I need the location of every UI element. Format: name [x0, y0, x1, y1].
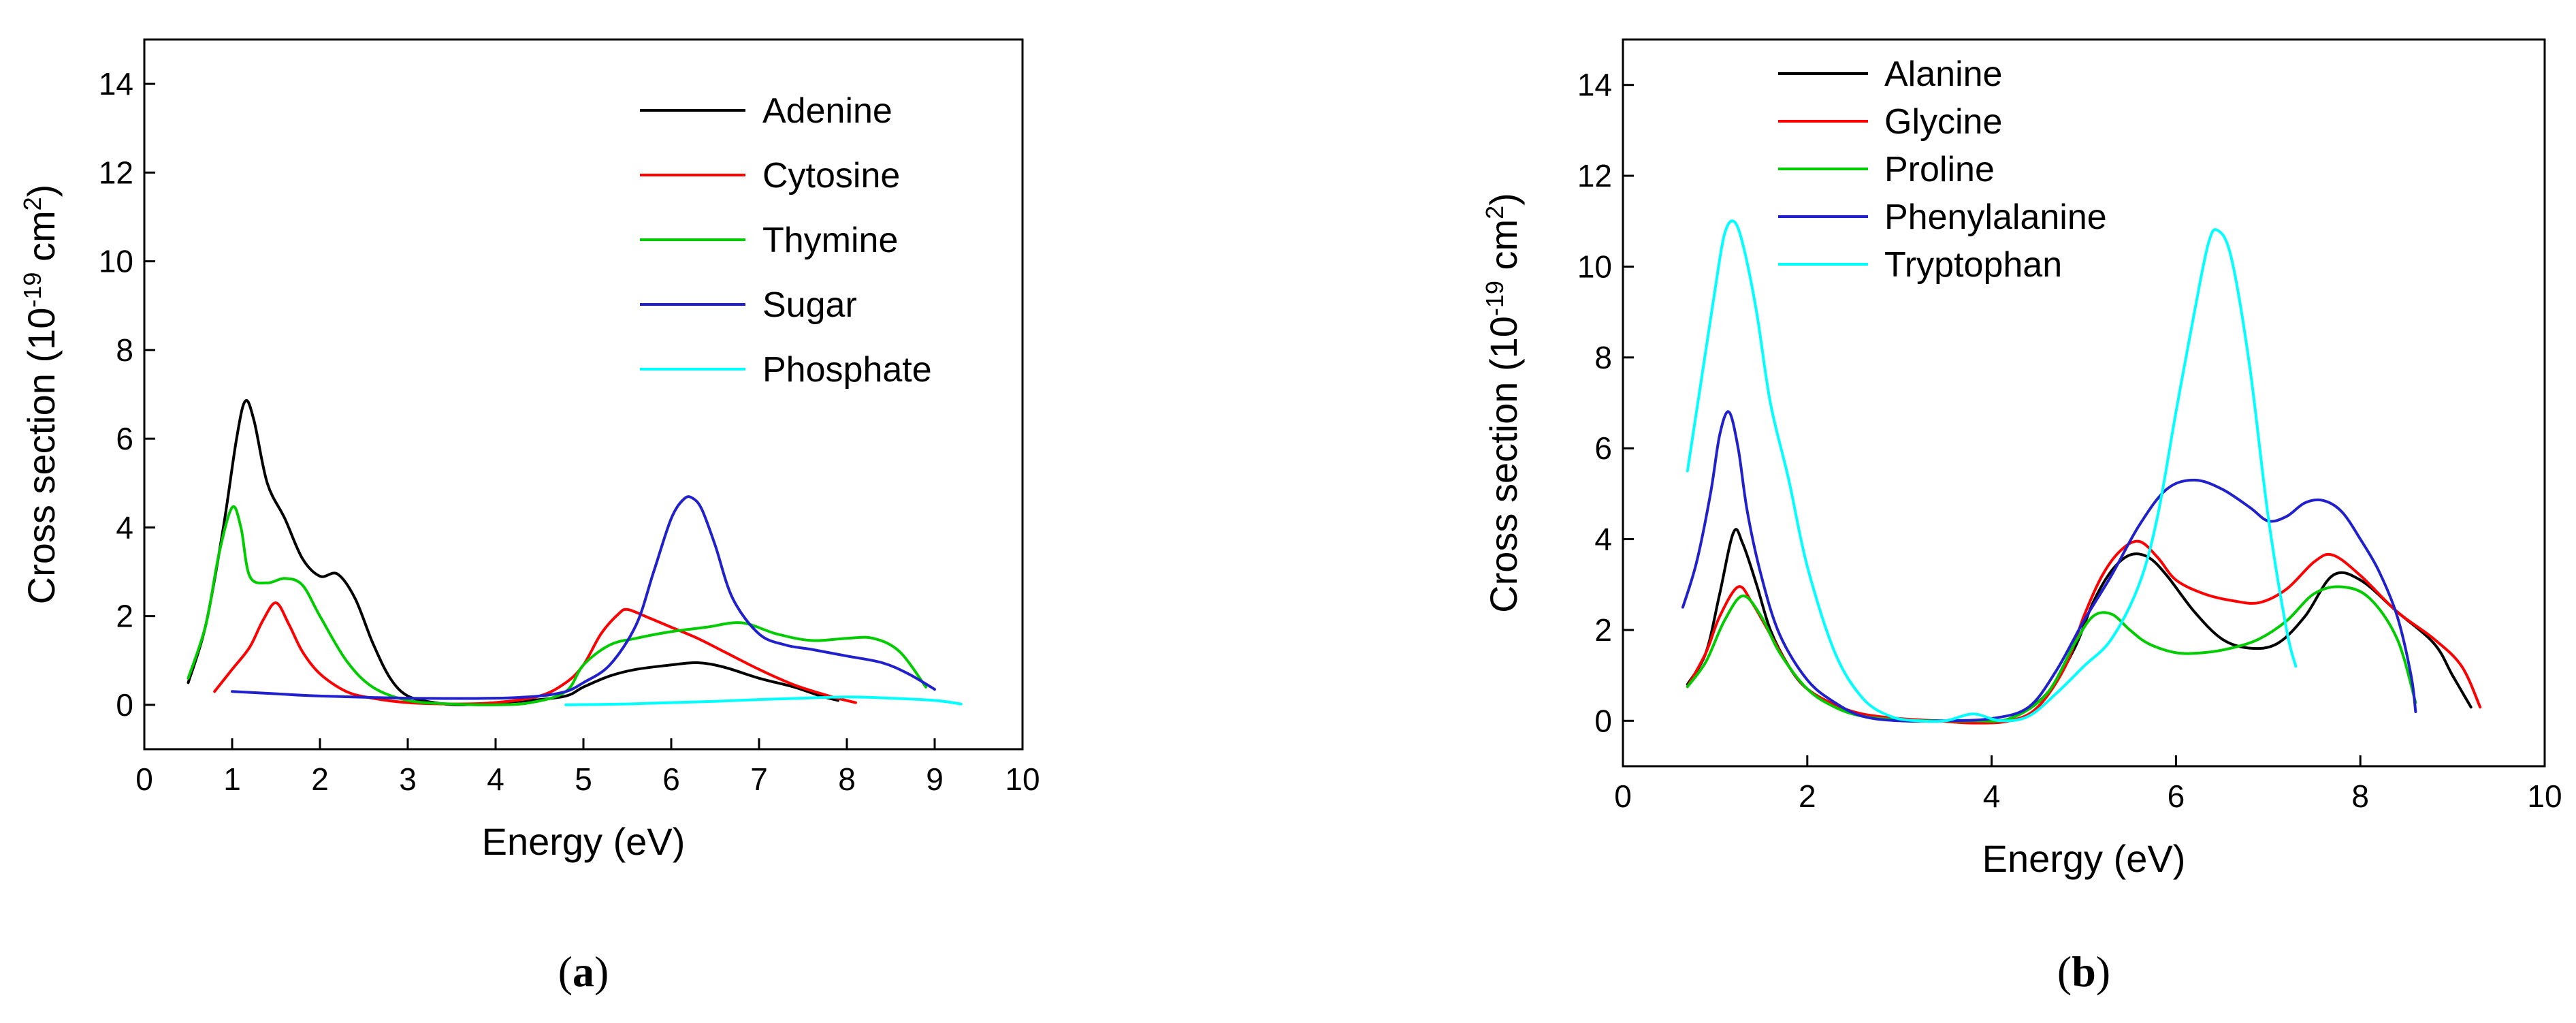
panel-label-open: ( — [2057, 947, 2072, 996]
x-tick-label: 8 — [2351, 778, 2369, 814]
series-line-phenylalanine — [1681, 410, 2417, 723]
legend-entry: Alanine — [1884, 54, 2002, 94]
y-tick-label: 4 — [1594, 522, 1612, 557]
y-axis-label-exponent: -19 — [18, 272, 46, 308]
panel-label-open: ( — [558, 947, 573, 996]
y-axis-label-close: ) — [1482, 193, 1525, 206]
panel-label-close: ) — [594, 947, 609, 996]
x-axis-label: Energy (eV) — [1982, 837, 2186, 880]
panel-label-letter: b — [2072, 947, 2096, 996]
y-tick-label: 6 — [1594, 430, 1612, 466]
series-line-tryptophan — [1686, 219, 2298, 723]
y-tick-label: 14 — [99, 66, 133, 101]
y-axis-label-unit-exponent: 2 — [1481, 206, 1509, 219]
panel-label-close: ) — [2096, 947, 2110, 996]
panel-label-letter: a — [573, 947, 594, 996]
x-tick-label: 6 — [662, 761, 680, 797]
y-tick-label: 10 — [1577, 249, 1612, 284]
x-tick-label: 10 — [1005, 761, 1040, 797]
x-tick-label: 5 — [575, 761, 592, 797]
y-axis-label-unit: cm — [1482, 219, 1525, 281]
y-tick-label: 10 — [99, 244, 133, 279]
x-tick-label: 7 — [750, 761, 768, 797]
series-line-phosphate — [564, 695, 963, 706]
x-tick-label: 6 — [2168, 778, 2185, 814]
y-tick-label: 0 — [1594, 703, 1612, 738]
y-tick-label: 6 — [116, 421, 133, 456]
x-tick-label: 3 — [399, 761, 417, 797]
y-tick-label: 2 — [116, 599, 133, 634]
legend-entry: Cytosine — [762, 156, 900, 195]
y-axis-label-text: Cross section (10 — [1482, 316, 1525, 613]
legend-entry: Sugar — [762, 285, 857, 325]
y-tick-label: 12 — [99, 155, 133, 190]
y-axis-label-text: Cross section (10 — [20, 308, 63, 605]
y-tick-label: 2 — [1594, 612, 1612, 648]
x-tick-label: 10 — [2527, 778, 2562, 814]
legend-entry: Phosphate — [762, 350, 932, 390]
y-axis-label-unit-exponent: 2 — [18, 197, 46, 210]
x-tick-label: 9 — [926, 761, 944, 797]
y-tick-label: 12 — [1577, 158, 1612, 193]
y-tick-label: 4 — [116, 509, 133, 545]
legend: Alanine Glycine Proline Phenylalanine Trypto… — [1778, 54, 2107, 285]
panel-label: (a) — [558, 947, 609, 996]
legend-entry: Phenylalanine — [1884, 198, 2107, 237]
y-axis-label: Cross section (10-19 cm2) — [1481, 193, 1526, 613]
legend-entry: Tryptophan — [1884, 245, 2062, 285]
legend-entry: Proline — [1884, 150, 1995, 189]
x-tick-label: 4 — [1983, 778, 2001, 814]
plot-frame — [1622, 38, 2546, 768]
y-axis-label-exponent: -19 — [1481, 281, 1509, 316]
x-tick-label: 4 — [487, 761, 504, 797]
plot-frame — [143, 38, 1024, 751]
x-axis-label: Energy (eV) — [482, 820, 686, 863]
x-tick-label: 0 — [1614, 778, 1632, 814]
series-line-glycine — [1686, 539, 2482, 725]
legend: Adenine Cytosine Thymine Sugar Phosphate — [640, 91, 932, 390]
y-tick-label: 14 — [1577, 67, 1612, 103]
y-axis-label-close: ) — [20, 185, 63, 198]
legend-entry: Adenine — [762, 91, 892, 131]
panel-label: (b) — [2057, 947, 2110, 996]
y-axis-label-unit: cm — [20, 210, 63, 272]
y-tick-label: 8 — [1594, 340, 1612, 375]
series-line-adenine — [187, 398, 840, 706]
legend-entry: Glycine — [1884, 102, 2002, 142]
series-line-proline — [1686, 585, 2417, 723]
y-tick-label: 0 — [116, 687, 133, 723]
series-line-sugar — [231, 495, 936, 700]
x-tick-label: 1 — [223, 761, 241, 797]
x-tick-label: 0 — [135, 761, 153, 797]
x-tick-label: 2 — [311, 761, 329, 797]
x-tick-label: 8 — [838, 761, 856, 797]
y-axis-label: Cross section (10-19 cm2) — [18, 185, 63, 605]
legend-entry: Thymine — [762, 221, 898, 260]
y-tick-label: 8 — [116, 332, 133, 368]
series-line-cytosine — [213, 601, 857, 706]
series-line-thymine — [187, 505, 928, 706]
series-line-alanine — [1686, 528, 2473, 723]
x-tick-label: 2 — [1799, 778, 1816, 814]
chart-panel-b: 0 2 4 6 8 10 0 2 4 6 8 10 12 14 Energy (eV) Cross secti… — [1481, 38, 2562, 996]
